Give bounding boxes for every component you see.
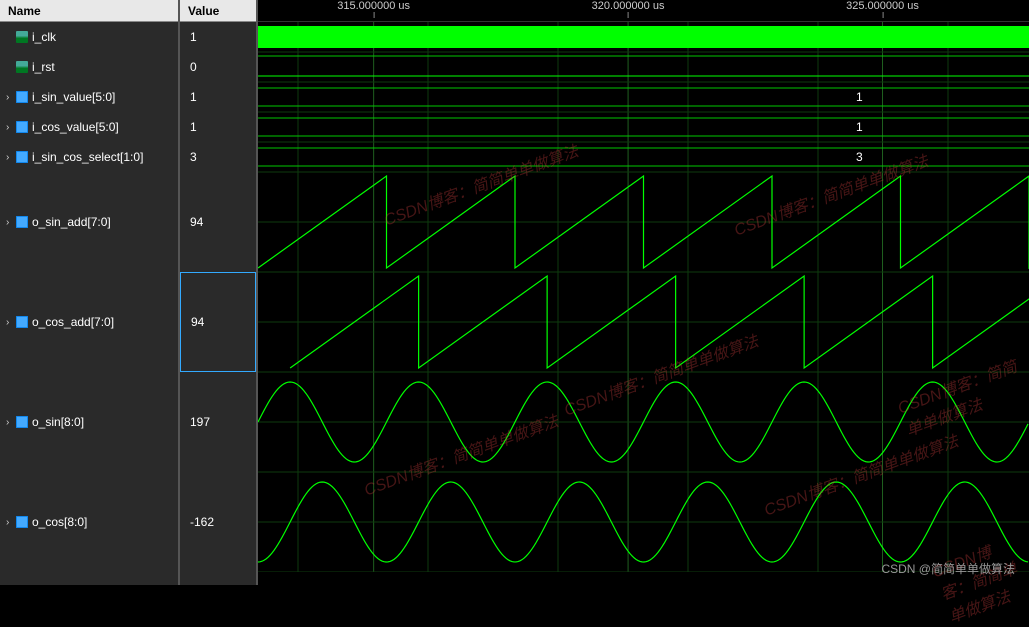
signal-value-cell[interactable]: 0 [180, 52, 256, 82]
svg-text:1: 1 [856, 90, 863, 104]
signal-name-row[interactable]: › o_cos[8:0] [0, 472, 178, 572]
signal-type-icon [16, 91, 28, 103]
signal-value-cell[interactable]: 1 [180, 112, 256, 142]
signal-name-label: i_sin_cos_select[1:0] [32, 150, 143, 164]
signal-value-cell[interactable]: 197 [180, 372, 256, 472]
signal-value-cell[interactable]: 1 [180, 82, 256, 112]
signal-type-icon [16, 61, 28, 73]
names-column: Name i_clk i_rst › i_sin_value[5:0] › i_cos_v… [0, 0, 180, 585]
signal-value-cell[interactable]: 1 [180, 22, 256, 52]
expand-icon[interactable]: › [6, 152, 16, 163]
signal-name-label: i_clk [32, 30, 56, 44]
signal-name-label: o_sin[8:0] [32, 415, 84, 429]
ruler-tick: 325.000000 us [846, 0, 919, 12]
signal-name-label: o_cos[8:0] [32, 515, 87, 529]
signal-name-label: i_cos_value[5:0] [32, 120, 119, 134]
signal-value-cell[interactable]: 94 [180, 172, 256, 272]
signal-name-label: i_sin_value[5:0] [32, 90, 115, 104]
signal-type-icon [16, 31, 28, 43]
svg-text:3: 3 [856, 150, 863, 164]
values-column: Value 101139494197-162 [180, 0, 258, 585]
waveform-canvas[interactable]: 113CSDN博客：简简单单做算法CSDN博客：简简单单做算法CSDN博客：简简… [258, 22, 1029, 585]
signal-name-row[interactable]: › o_sin_add[7:0] [0, 172, 178, 272]
signal-name-label: o_sin_add[7:0] [32, 215, 111, 229]
expand-icon[interactable]: › [6, 92, 16, 103]
signal-value-cell[interactable]: -162 [180, 472, 256, 572]
expand-icon[interactable]: › [6, 217, 16, 228]
signal-name-label: o_cos_add[7:0] [32, 315, 114, 329]
signal-type-icon [16, 121, 28, 133]
signal-type-icon [16, 416, 28, 428]
watermark-text: CSDN @简简单单做算法 [881, 560, 1015, 577]
expand-icon[interactable]: › [6, 317, 16, 328]
waveform-area[interactable]: 315.000000 us320.000000 us325.000000 us … [258, 0, 1029, 585]
signal-name-row[interactable]: › i_sin_cos_select[1:0] [0, 142, 178, 172]
expand-icon[interactable]: › [6, 517, 16, 528]
name-header: Name [0, 0, 178, 22]
time-ruler[interactable]: 315.000000 us 320.000000 us 325.000000 us [258, 0, 1029, 22]
signal-name-row[interactable]: i_rst [0, 52, 178, 82]
signal-type-icon [16, 516, 28, 528]
signal-value-cell[interactable]: 94 [180, 272, 256, 372]
signal-type-icon [16, 316, 28, 328]
waveform-svg: 1 1 3 [258, 22, 1029, 572]
signal-name-row[interactable]: › o_cos_add[7:0] [0, 272, 178, 372]
ruler-tick: 315.000000 us [337, 0, 410, 12]
signal-name-row[interactable]: i_clk [0, 22, 178, 52]
expand-icon[interactable]: › [6, 417, 16, 428]
ruler-tick: 320.000000 us [592, 0, 665, 12]
signal-name-label: i_rst [32, 60, 55, 74]
value-header: Value [180, 0, 256, 22]
expand-icon[interactable]: › [6, 122, 16, 133]
signal-name-row[interactable]: › o_sin[8:0] [0, 372, 178, 472]
signal-name-row[interactable]: › i_sin_value[5:0] [0, 82, 178, 112]
signal-type-icon [16, 151, 28, 163]
signal-type-icon [16, 216, 28, 228]
signal-value-cell[interactable]: 3 [180, 142, 256, 172]
signal-name-row[interactable]: › i_cos_value[5:0] [0, 112, 178, 142]
svg-text:1: 1 [856, 120, 863, 134]
